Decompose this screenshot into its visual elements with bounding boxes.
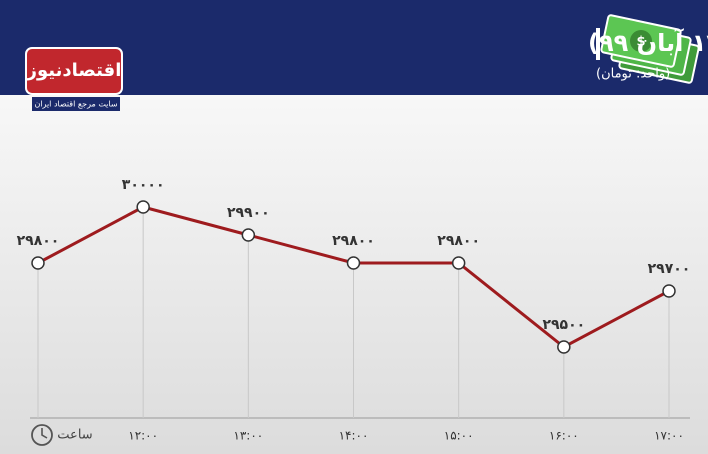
point [241, 228, 256, 242]
value-label: ۲۹۵۰۰ [542, 317, 585, 333]
title-bar [596, 28, 600, 60]
x-tick-label: ۱۶:۰۰ [549, 429, 579, 443]
point [662, 284, 676, 298]
x-tick-label: ۱۷:۰۰ [654, 429, 684, 443]
chart-title: روند بهای دلار (چهارشنبه ۱۴ آبان ۹۹) [588, 28, 708, 57]
value-label: ۳۰۰۰۰ [122, 177, 165, 193]
point [346, 256, 361, 270]
point [31, 256, 45, 270]
point [451, 256, 466, 270]
x-tick-label: ۱۲:۰۰ [128, 429, 158, 443]
chart-subtitle: (واحد: تومان) [596, 67, 670, 82]
value-label: ۲۹۸۰۰ [332, 233, 375, 249]
point [136, 200, 150, 214]
logo [25, 47, 123, 95]
x-tick-label: ۱۴:۰۰ [339, 429, 369, 443]
x-tick-label: ۱۳:۰۰ [233, 429, 263, 443]
logo-text: اقتصادنیوز [26, 60, 122, 81]
value-label: ۲۹۸۰۰ [437, 233, 480, 249]
logo-tagline: سایت مرجع اقتصاد ایران [34, 100, 117, 109]
x-axis-label: ساعت [57, 428, 92, 443]
value-label: ۲۹۷۰۰ [648, 261, 691, 277]
value-label: ۲۹۹۰۰ [227, 205, 270, 221]
point [557, 340, 571, 354]
x-tick-label: ۱۵:۰۰ [444, 429, 474, 443]
clock-icon [31, 424, 53, 446]
svg-text:$: $ [636, 35, 645, 50]
value-label: ۲۹۸۰۰ [17, 233, 60, 249]
money-icon: $ [600, 14, 700, 84]
logo-tagline-bg [32, 97, 120, 111]
